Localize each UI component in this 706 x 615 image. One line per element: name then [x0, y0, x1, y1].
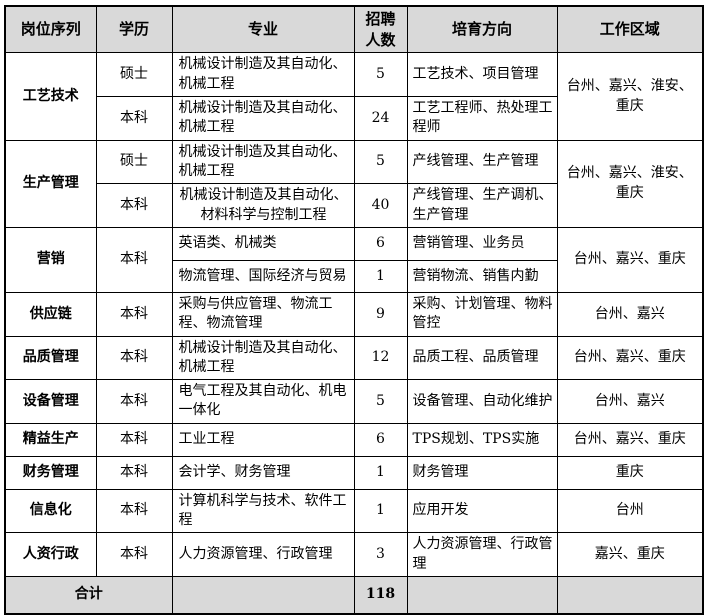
- major-cell: 计算机科学与技术、软件工程: [171, 488, 355, 534]
- major-cell: 机械设计制造及其自动化、机械工程: [171, 335, 355, 381]
- header-row: 岗位序列 学历 专业 招聘人数 培育方向 工作区域: [4, 5, 704, 54]
- major-cell: 电气工程及其自动化、机电一体化: [171, 379, 355, 424]
- headcount-cell: 5: [353, 139, 408, 185]
- direction-cell: 人力资源管理、行政管理: [406, 532, 558, 577]
- total-row: 合计 118: [4, 576, 704, 614]
- headcount-cell: 1: [353, 455, 408, 490]
- education-cell: 本科: [95, 335, 173, 381]
- table-row: 品质管理 本科 机械设计制造及其自动化、机械工程 12 品质工程、品质管理 台州…: [4, 335, 704, 381]
- headcount-cell: 9: [353, 291, 408, 337]
- education-cell: 本科: [95, 226, 173, 293]
- position-category-cell: 财务管理: [4, 455, 97, 490]
- direction-cell: 采购、计划管理、物料管控: [406, 291, 558, 337]
- headcount-cell: 5: [353, 52, 408, 97]
- position-category-cell: 供应链: [4, 291, 97, 337]
- table-row: 供应链 本科 采购与供应管理、物流工程、物流管理 9 采购、计划管理、物料管控 …: [4, 291, 704, 337]
- total-count-cell: 118: [353, 576, 408, 614]
- column-header-position: 岗位序列: [4, 5, 97, 54]
- table-row: 本科 机械设计制造及其自动化、机械工程 24 工艺工程师、热处理工程师: [5, 96, 703, 141]
- major-cell: 人力资源管理、行政管理: [171, 532, 355, 577]
- column-header-region: 工作区域: [556, 5, 704, 54]
- direction-cell: 工艺技术、项目管理: [406, 52, 558, 97]
- table-row: 人资行政 本科 人力资源管理、行政管理 3 人力资源管理、行政管理 嘉兴、重庆: [4, 532, 704, 577]
- position-category-cell: 品质管理: [4, 335, 97, 381]
- direction-cell: 工艺工程师、热处理工程师: [406, 96, 558, 141]
- major-cell: 机械设计制造及其自动化、机械工程: [171, 96, 355, 141]
- column-header-headcount: 招聘人数: [353, 5, 408, 54]
- region-cell: 台州、嘉兴、淮安、重庆: [556, 139, 704, 228]
- position-category-cell: 人资行政: [4, 532, 97, 577]
- region-cell: 台州、嘉兴: [556, 379, 704, 424]
- education-cell: 本科: [95, 422, 173, 457]
- total-label-cell: 合计: [4, 576, 173, 614]
- major-cell: 机械设计制造及其自动化、机械工程: [171, 139, 355, 185]
- education-cell: 本科: [95, 183, 173, 228]
- direction-cell: 设备管理、自动化维护: [406, 379, 558, 424]
- headcount-cell: 12: [353, 335, 408, 381]
- major-cell: 采购与供应管理、物流工程、物流管理: [171, 291, 355, 337]
- education-cell: 本科: [95, 379, 173, 424]
- direction-cell: 产线管理、生产管理: [406, 139, 558, 185]
- direction-cell: 营销管理、业务员: [406, 226, 558, 261]
- table-row: 营销 本科 英语类、机械类 6 营销管理、业务员 台州、嘉兴、重庆: [4, 226, 704, 293]
- major-cell: 会计学、财务管理: [171, 455, 355, 490]
- total-empty-direction-cell: [406, 576, 558, 614]
- total-empty-major-cell: [171, 576, 355, 614]
- major-cell: 机械设计制造及其自动化、材料科学与控制工程: [171, 183, 355, 228]
- major-cell: 工业工程: [171, 422, 355, 457]
- region-cell: 重庆: [556, 455, 704, 490]
- education-cell: 硕士: [95, 52, 173, 97]
- headcount-cell: 6: [353, 226, 408, 261]
- education-cell: 本科: [95, 532, 173, 577]
- region-cell: 台州、嘉兴、重庆: [556, 422, 704, 457]
- major-cell: 英语类、机械类: [171, 226, 355, 261]
- direction-cell: 应用开发: [406, 488, 558, 534]
- education-cell: 本科: [95, 291, 173, 337]
- table-row: 设备管理 本科 电气工程及其自动化、机电一体化 5 设备管理、自动化维护 台州、…: [4, 379, 704, 424]
- region-cell: 台州、嘉兴: [556, 291, 704, 337]
- table-row: 工艺技术 硕士 机械设计制造及其自动化、机械工程 5 工艺技术、项目管理 台州、…: [4, 52, 704, 141]
- position-category-cell: 精益生产: [4, 422, 97, 457]
- table-row: 财务管理 本科 会计学、财务管理 1 财务管理 重庆: [4, 455, 704, 490]
- direction-cell: 品质工程、品质管理: [406, 335, 558, 381]
- headcount-cell: 1: [353, 488, 408, 534]
- headcount-cell: 24: [353, 96, 408, 141]
- position-category-cell: 信息化: [4, 488, 97, 534]
- major-cell: 机械设计制造及其自动化、机械工程: [171, 52, 355, 97]
- table-row: 生产管理 硕士 机械设计制造及其自动化、机械工程 5 产线管理、生产管理 台州、…: [4, 139, 704, 228]
- column-header-direction: 培育方向: [406, 5, 558, 54]
- headcount-cell: 40: [353, 183, 408, 228]
- headcount-cell: 6: [353, 422, 408, 457]
- table-row: 精益生产 本科 工业工程 6 TPS规划、TPS实施 台州、嘉兴、重庆: [4, 422, 704, 457]
- table-row: 本科 机械设计制造及其自动化、材料科学与控制工程 40 产线管理、生产调机、生产…: [5, 183, 703, 228]
- column-header-education: 学历: [95, 5, 173, 54]
- position-category-cell: 设备管理: [4, 379, 97, 424]
- direction-cell: TPS规划、TPS实施: [406, 422, 558, 457]
- region-cell: 台州、嘉兴、重庆: [556, 226, 704, 293]
- headcount-cell: 5: [353, 379, 408, 424]
- region-cell: 台州、嘉兴、重庆: [556, 335, 704, 381]
- education-cell: 本科: [95, 455, 173, 490]
- headcount-cell: 3: [353, 532, 408, 577]
- position-category-cell: 营销: [4, 226, 97, 293]
- region-cell: 嘉兴、重庆: [556, 532, 704, 577]
- recruitment-table: 岗位序列 学历 专业 招聘人数 培育方向 工作区域 工艺技术 硕士 机械设计制造…: [4, 5, 704, 615]
- direction-cell: 营销物流、销售内勤: [406, 259, 558, 293]
- position-category-cell: 生产管理: [4, 139, 97, 228]
- region-cell: 台州、嘉兴、淮安、重庆: [556, 52, 704, 141]
- education-cell: 本科: [95, 488, 173, 534]
- major-cell: 物流管理、国际经济与贸易: [171, 259, 355, 293]
- table-row: 信息化 本科 计算机科学与技术、软件工程 1 应用开发 台州: [4, 488, 704, 534]
- education-cell: 硕士: [95, 139, 173, 185]
- direction-cell: 财务管理: [406, 455, 558, 490]
- column-header-major: 专业: [171, 5, 355, 54]
- total-empty-region-cell: [556, 576, 704, 614]
- direction-cell: 产线管理、生产调机、生产管理: [406, 183, 558, 228]
- region-cell: 台州: [556, 488, 704, 534]
- education-cell: 本科: [95, 96, 173, 141]
- table-row: 物流管理、国际经济与贸易 1 营销物流、销售内勤: [5, 259, 703, 293]
- headcount-cell: 1: [353, 259, 408, 293]
- position-category-cell: 工艺技术: [4, 52, 97, 141]
